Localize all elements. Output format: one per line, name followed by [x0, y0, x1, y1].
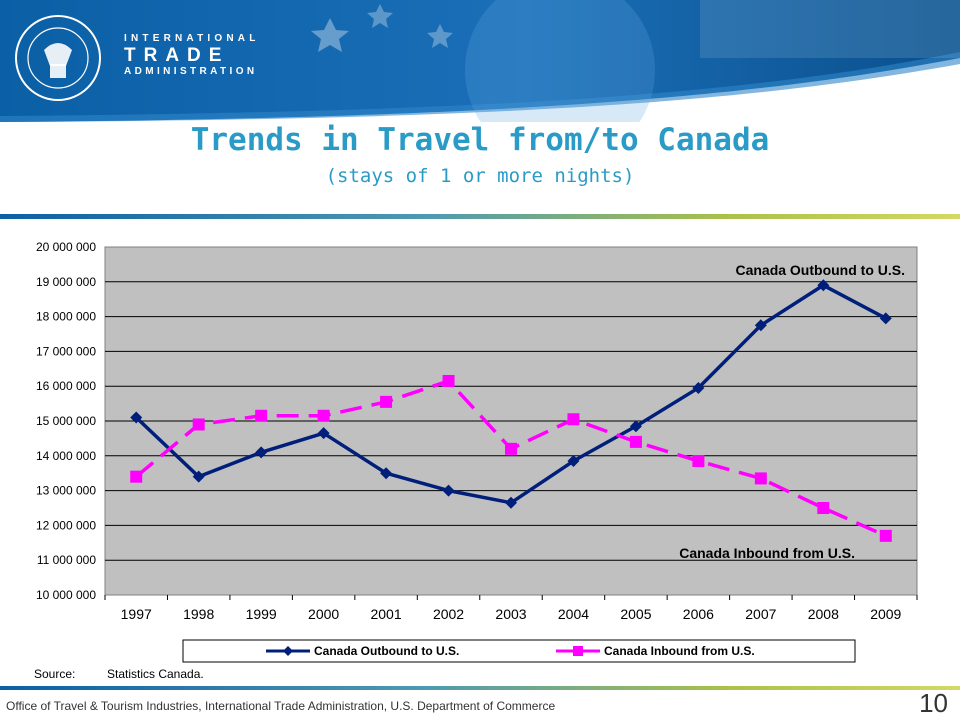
chart-legend: Canada Outbound to U.S. Canada Inbound fr…: [182, 639, 856, 663]
y-tick-label: 19 000 000: [36, 275, 96, 289]
data-point-inbound: [442, 374, 455, 387]
data-point-outbound: [629, 420, 642, 433]
y-tick-label: 14 000 000: [36, 449, 96, 463]
y-tick-label: 20 000 000: [36, 240, 96, 254]
x-tick-label: 2002: [433, 606, 464, 622]
source-text: Statistics Canada.: [107, 667, 204, 681]
data-point-outbound: [192, 470, 205, 483]
x-tick-label: 2003: [495, 606, 526, 622]
data-point-inbound: [692, 455, 705, 468]
y-tick-label: 10 000 000: [36, 588, 96, 602]
y-tick-label: 12 000 000: [36, 518, 96, 532]
data-point-outbound: [442, 484, 455, 497]
data-point-inbound: [130, 470, 143, 483]
source-label: Source:: [34, 667, 76, 681]
data-point-inbound: [817, 502, 830, 514]
data-point-inbound: [567, 413, 580, 426]
data-point-inbound: [754, 472, 767, 485]
data-point-outbound: [692, 381, 705, 394]
legend-box: [182, 639, 856, 663]
x-tick-label: 2001: [370, 606, 401, 622]
footer-text: Office of Travel & Tourism Industries, I…: [6, 699, 556, 713]
legend-label: Canada Outbound to U.S.: [314, 644, 459, 658]
data-point-outbound: [255, 446, 268, 459]
data-point-outbound: [567, 455, 580, 468]
x-tick-label: 2007: [745, 606, 776, 622]
x-tick-label: 1998: [183, 606, 214, 622]
y-tick-label: 15 000 000: [36, 414, 96, 428]
y-tick-label: 11 000 000: [37, 553, 96, 567]
x-tick-label: 2000: [308, 606, 339, 622]
data-point-outbound: [879, 312, 892, 325]
y-tick-label: 16 000 000: [36, 379, 96, 393]
legend-marker: [573, 646, 583, 656]
divider-top: [0, 214, 960, 219]
x-tick-label: 2009: [870, 606, 901, 622]
line-chart: 10 000 000 11 000 000 12 000 000 13 000 000…: [36, 240, 918, 663]
data-point-inbound: [380, 395, 393, 408]
y-tick-label: 17 000 000: [36, 344, 96, 358]
agency-line-1: INTERNATIONAL: [124, 33, 260, 44]
slide-subtitle: (stays of 1 or more nights): [325, 165, 635, 187]
data-point-inbound: [505, 442, 517, 455]
data-point-inbound: [629, 435, 642, 448]
x-tick-label: 2005: [620, 606, 651, 622]
header-banner: INTERNATIONAL TRADE ADMINISTRATION: [0, 0, 960, 122]
data-point-inbound: [879, 529, 892, 542]
banner-graphic: [0, 0, 960, 122]
x-tick-label: 2006: [683, 606, 714, 622]
data-point-outbound: [505, 496, 517, 509]
x-tick-label: 2004: [558, 606, 589, 622]
annotation-outbound: Canada Outbound to U.S.: [735, 262, 905, 278]
data-point-outbound: [754, 319, 767, 332]
page-number: 10: [919, 688, 948, 718]
divider-bottom: [0, 686, 960, 690]
data-point-inbound: [192, 418, 205, 431]
data-point-inbound: [255, 409, 268, 422]
data-point-outbound: [817, 279, 830, 292]
x-tick-label: 2008: [808, 606, 839, 622]
data-point-inbound: [317, 409, 330, 422]
legend-label: Canada Inbound from U.S.: [604, 644, 755, 658]
legend-marker: [283, 646, 293, 656]
y-tick-label: 18 000 000: [36, 310, 96, 324]
data-point-outbound: [130, 411, 143, 424]
y-tick-label: 13 000 000: [36, 484, 96, 498]
data-point-outbound: [317, 427, 330, 440]
agency-line-2: TRADE: [124, 45, 230, 66]
annotation-inbound: Canada Inbound from U.S.: [679, 545, 855, 561]
commerce-seal-logo: [15, 15, 101, 101]
agency-line-3: ADMINISTRATION: [124, 66, 258, 77]
x-tick-label: 1999: [246, 606, 277, 622]
x-tick-label: 1997: [121, 606, 152, 622]
slide-title: Trends in Travel from/to Canada: [190, 122, 770, 158]
data-point-outbound: [380, 467, 393, 480]
